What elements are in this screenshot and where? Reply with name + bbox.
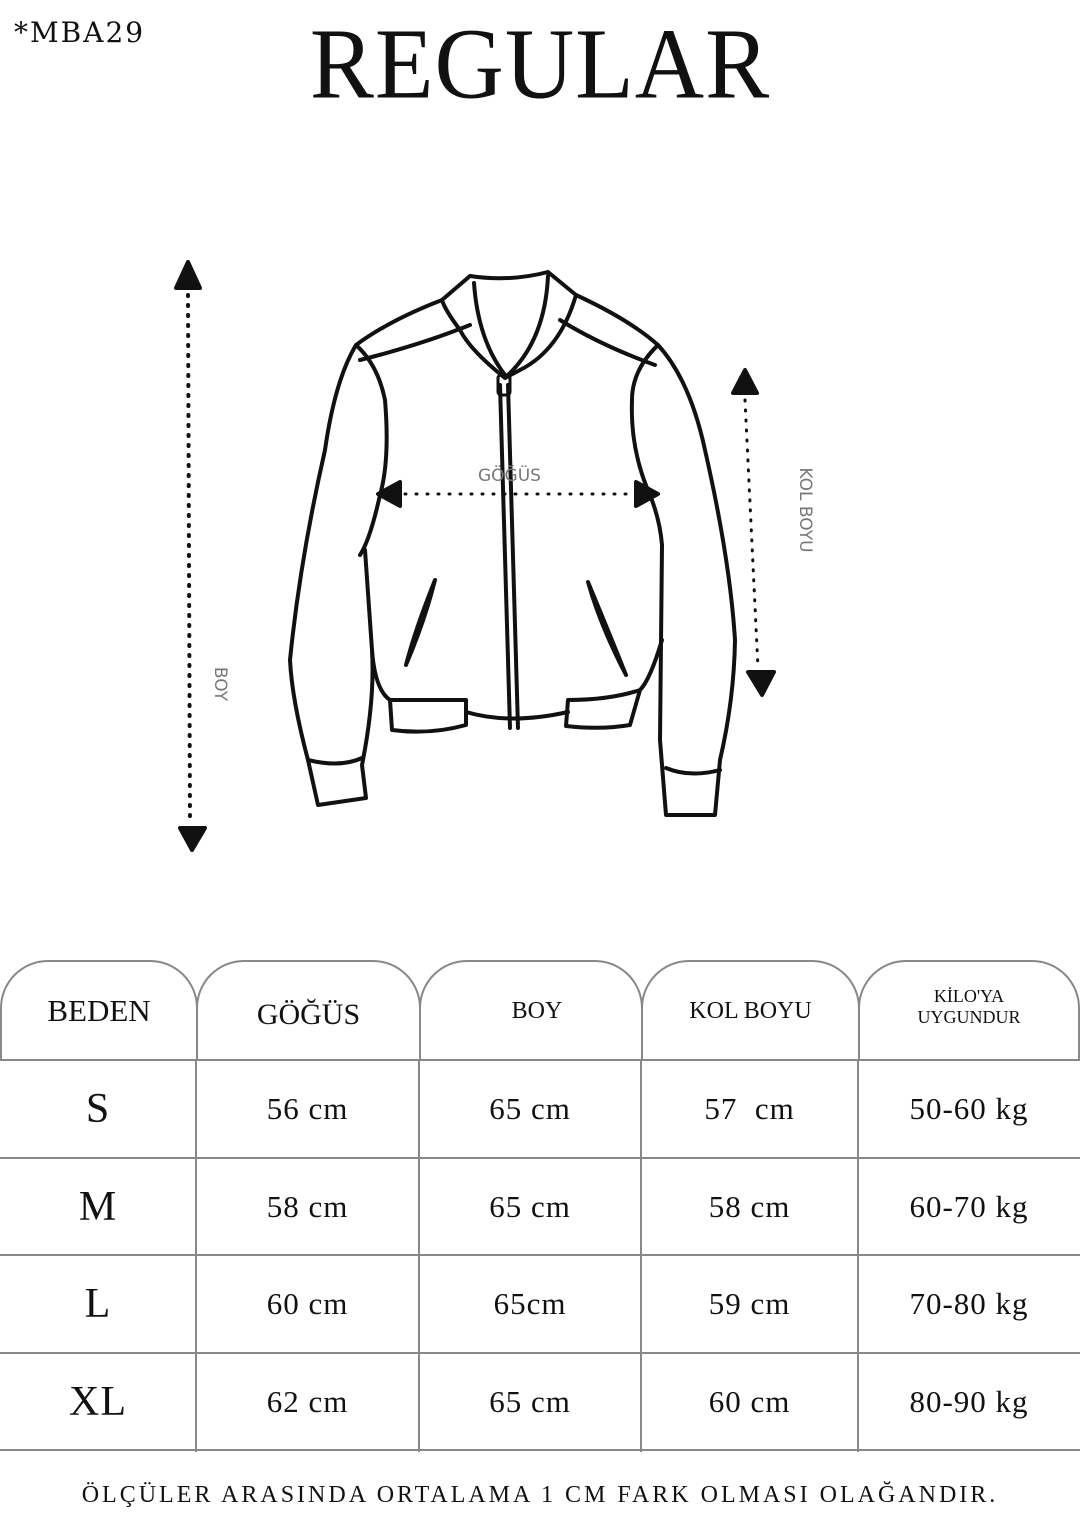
sleeve-arrow <box>731 368 776 697</box>
measurement-note: ÖLÇÜLER ARASINDA ORTALAMA 1 CM FARK OLMA… <box>81 1482 999 1508</box>
cell-length: 65 cm <box>489 1383 571 1419</box>
column-divider <box>857 1060 859 1452</box>
column-header-label: GÖĞÜS <box>256 998 361 1031</box>
column-header-weight: KİLO'YA UYGUNDUR <box>858 960 1080 1060</box>
column-header-label: BOY <box>511 997 563 1024</box>
cell-weight: 80-90 kg <box>909 1383 1029 1419</box>
cell-length: 65 cm <box>489 1090 571 1126</box>
column-header-label: UYGUNDUR <box>917 1007 1021 1027</box>
column-divider <box>640 1060 642 1452</box>
product-code: *MBA29 <box>14 16 146 49</box>
jacket-outline <box>288 270 737 817</box>
column-header-length: BOY <box>419 960 643 1060</box>
cell-length: 65cm <box>493 1285 567 1321</box>
column-header-size: BEDEN <box>0 960 198 1060</box>
cell-chest: 62 cm <box>266 1383 349 1419</box>
cell-sleeve: 60 cm <box>708 1383 791 1419</box>
cell-weight: 60-70 kg <box>909 1188 1029 1224</box>
cell-size: M <box>78 1183 118 1230</box>
cell-sleeve: 58 cm <box>708 1188 791 1224</box>
column-header-label: KOL BOYU <box>689 997 812 1024</box>
chest-label: GÖĞÜS <box>478 466 541 486</box>
sleeve-label: KOL BOYU <box>795 467 815 553</box>
cell-chest: 56 cm <box>266 1090 349 1126</box>
cell-length: 65 cm <box>489 1188 571 1224</box>
chest-arrow <box>376 480 660 508</box>
length-label: BOY <box>210 666 230 702</box>
cell-sleeve: 57 cm <box>704 1090 795 1126</box>
row-divider <box>0 1449 1080 1451</box>
fit-title: REGULAR <box>309 7 771 120</box>
jacket-diagram <box>174 260 776 852</box>
cell-chest: 60 cm <box>266 1285 349 1321</box>
row-divider <box>0 1352 1080 1354</box>
cell-size: L <box>84 1280 112 1327</box>
column-divider <box>195 1060 197 1452</box>
column-divider <box>418 1060 420 1452</box>
column-header-sleeve: KOL BOYU <box>641 960 860 1060</box>
row-divider <box>0 1254 1080 1256</box>
row-divider <box>0 1059 1080 1061</box>
length-arrow <box>174 260 207 852</box>
cell-sleeve: 59 cm <box>708 1285 791 1321</box>
cell-chest: 58 cm <box>266 1188 349 1224</box>
cell-size: XL <box>69 1378 127 1425</box>
row-divider <box>0 1157 1080 1159</box>
cell-size: S <box>85 1085 111 1132</box>
column-header-chest: GÖĞÜS <box>196 960 421 1060</box>
cell-weight: 70-80 kg <box>909 1285 1029 1321</box>
cell-weight: 50-60 kg <box>909 1090 1029 1126</box>
column-header-label: KİLO'YA <box>933 986 1005 1007</box>
column-header-label: BEDEN <box>47 993 151 1028</box>
